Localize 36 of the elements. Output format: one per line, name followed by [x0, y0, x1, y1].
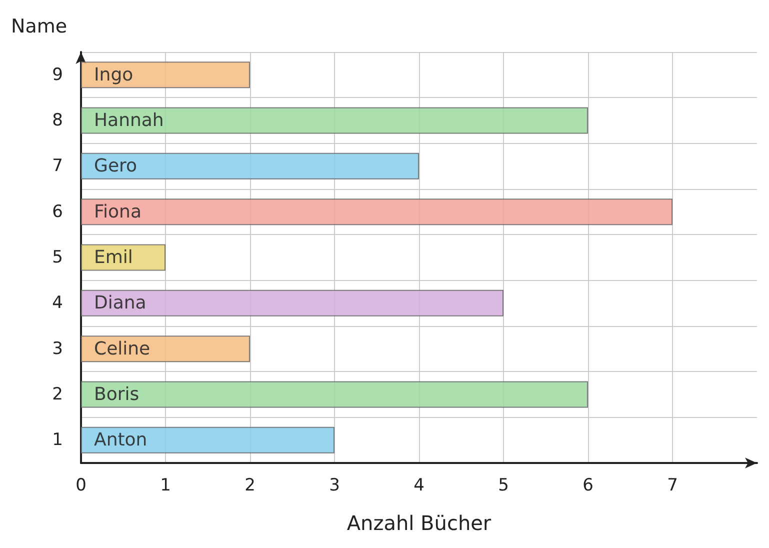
y-axis-title: Name — [11, 16, 68, 38]
bar — [81, 426, 334, 454]
y-tick-label: 2 — [52, 384, 63, 404]
x-tick-label: 5 — [498, 476, 509, 496]
x-tick-label: 0 — [76, 476, 86, 496]
bar — [81, 107, 588, 134]
data-label: Gero — [94, 156, 138, 177]
bar — [81, 198, 672, 226]
y-tick-label: 5 — [52, 248, 63, 268]
bar — [81, 62, 250, 88]
x-tick-label: 1 — [160, 476, 171, 496]
data-label: Anton — [94, 430, 148, 451]
data-label: Hannah — [94, 110, 164, 131]
x-tick-label: 7 — [667, 476, 678, 496]
data-label: Ingo — [94, 64, 134, 86]
x-tick-label: 6 — [582, 476, 594, 496]
x-tick-label: 4 — [414, 476, 424, 496]
y-tick-label: 4 — [52, 293, 63, 314]
y-tick-label: 9 — [52, 64, 63, 85]
bar — [81, 336, 250, 362]
x-axis-title: Anzahl Bücher — [346, 511, 492, 535]
bar — [81, 152, 419, 180]
x-tick-label: 2 — [244, 476, 256, 496]
bar — [81, 381, 588, 408]
data-label: Emil — [94, 247, 133, 268]
y-tick-label: 6 — [52, 202, 63, 222]
x-tick-label: 3 — [329, 476, 340, 496]
data-label: Fiona — [94, 201, 142, 222]
data-label: Diana — [94, 292, 146, 314]
y-tick-label: 8 — [52, 110, 63, 130]
bar — [81, 290, 504, 316]
y-tick-label: 1 — [52, 430, 63, 450]
data-label: Celine — [94, 338, 150, 360]
y-tick-label: 3 — [52, 338, 63, 359]
y-tick-label: 7 — [52, 156, 63, 176]
data-label: Boris — [94, 384, 140, 405]
